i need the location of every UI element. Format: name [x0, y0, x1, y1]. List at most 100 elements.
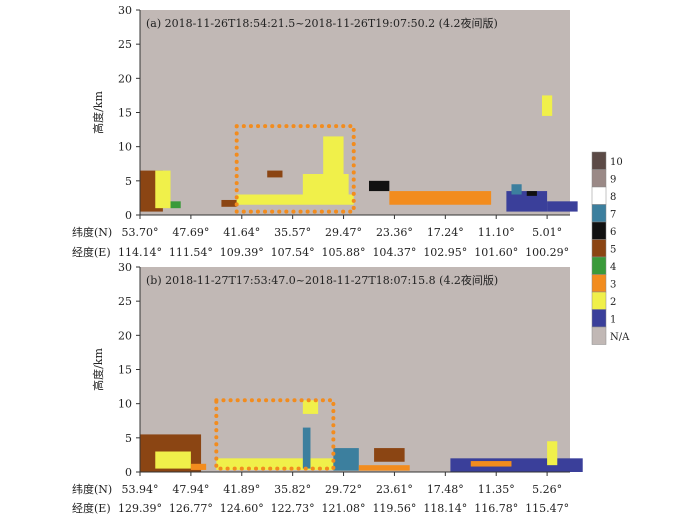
- colorbar-swatch-7: [591, 204, 607, 223]
- colorbar-legend: 10 9 8 7 6 5 4 3 2 1 N/A: [591, 151, 630, 345]
- longitude-tick-label: 104.37°: [372, 246, 416, 259]
- data-region-class-2: [236, 194, 354, 205]
- data-region-class-6: [368, 180, 390, 192]
- data-region-class-2: [323, 136, 344, 174]
- data-region-class-3: [190, 463, 207, 470]
- latitude-tick-label: 41.64°: [223, 226, 260, 239]
- y-tick-label: 0: [125, 209, 132, 222]
- latitude-tick-label: 29.72°: [325, 483, 362, 496]
- data-region-class-2: [547, 441, 558, 466]
- data-region-class-1: [506, 191, 548, 212]
- longitude-tick-label: 124.60°: [220, 502, 264, 515]
- data-region-class-3: [358, 465, 410, 471]
- y-tick-label: 0: [125, 466, 132, 479]
- latitude-tick-label: 11.35°: [478, 483, 515, 496]
- longitude-tick-label: 107.54°: [271, 246, 315, 259]
- longitude-tick-label: 114.14°: [118, 246, 162, 259]
- latitude-axis-label: 纬度(N): [72, 225, 112, 239]
- y-axis-label: 高度/km: [91, 348, 105, 391]
- longitude-tick-label: 116.78°: [474, 502, 518, 515]
- longitude-tick-label: 119.56°: [372, 502, 416, 515]
- data-region-class-2: [155, 451, 191, 469]
- colorbar-label: 9: [610, 174, 616, 185]
- colorbar-swatch-1: [591, 309, 607, 328]
- chart-title: (b) 2018-11-27T17:53:47.0~2018-11-27T18:…: [146, 273, 498, 287]
- data-region-class-4: [170, 201, 181, 209]
- y-tick-label: 10: [118, 398, 132, 411]
- latitude-tick-label: 35.57°: [274, 226, 311, 239]
- chart-title: (a) 2018-11-26T18:54:21.5~2018-11-26T19:…: [146, 16, 498, 30]
- data-region-class-7: [333, 448, 359, 471]
- colorbar-label: 3: [610, 279, 616, 290]
- colorbar-label: N/A: [610, 332, 630, 343]
- latitude-tick-label: 47.94°: [172, 483, 209, 496]
- colorbar-swatch-10: [591, 151, 607, 170]
- latitude-tick-label: 17.24°: [427, 226, 464, 239]
- longitude-tick-label: 121.08°: [322, 502, 366, 515]
- colorbar-label: 5: [610, 244, 616, 255]
- longitude-tick-label: 102.95°: [423, 246, 467, 259]
- panel-a: 0 5 10 15 20 25 30 高度/km (a) 2018-11-26T18:54:21…: [72, 4, 578, 259]
- latitude-tick-label: 53.94°: [122, 483, 159, 496]
- plot-area: [140, 267, 570, 472]
- y-tick-label: 5: [125, 432, 132, 445]
- longitude-axis-label: 经度(E): [72, 245, 111, 259]
- colorbar-label: 4: [610, 262, 616, 273]
- colorbar-label: 2: [610, 297, 616, 308]
- latitude-tick-label: 5.01°: [532, 226, 562, 239]
- latitude-axis-label: 纬度(N): [72, 482, 112, 496]
- longitude-tick-label: 129.39°: [118, 502, 162, 515]
- data-region-class-7: [511, 184, 522, 195]
- data-region-class-3: [470, 461, 512, 467]
- plot-area: [140, 10, 570, 215]
- longitude-tick-label: 111.54°: [169, 246, 213, 259]
- data-region-class-7: [302, 427, 311, 469]
- colorbar-swatch-5: [591, 239, 607, 258]
- colorbar-swatch-N/A: [591, 326, 607, 345]
- y-tick-label: 30: [118, 4, 132, 17]
- latitude-tick-label: 41.89°: [223, 483, 260, 496]
- longitude-tick-label: 109.39°: [220, 246, 264, 259]
- highlight-box: [234, 124, 356, 214]
- colorbar-label: 10: [610, 157, 623, 168]
- longitude-tick-label: 126.77°: [169, 502, 213, 515]
- data-region-class-2: [302, 400, 319, 414]
- y-tick-label: 20: [118, 72, 132, 85]
- latitude-tick-label: 5.26°: [532, 483, 562, 496]
- y-tick-label: 5: [125, 175, 132, 188]
- colorbar-label: 7: [610, 209, 616, 220]
- colorbar-swatch-8: [591, 186, 607, 205]
- latitude-tick-label: 29.47°: [325, 226, 362, 239]
- y-tick-label: 30: [118, 261, 132, 274]
- longitude-tick-label: 118.14°: [423, 502, 467, 515]
- y-tick-label: 25: [118, 295, 132, 308]
- data-region-class-2: [542, 95, 553, 116]
- data-region-class-5: [267, 170, 283, 178]
- colorbar-swatch-4: [591, 256, 607, 275]
- colorbar-label: 8: [610, 192, 616, 203]
- data-region-class-6: [526, 191, 537, 196]
- latitude-tick-label: 35.82°: [274, 483, 311, 496]
- y-axis-label: 高度/km: [91, 91, 105, 134]
- colorbar-label: 6: [610, 227, 616, 238]
- latitude-tick-label: 47.69°: [172, 226, 209, 239]
- colorbar-swatch-6: [591, 221, 607, 240]
- y-tick-label: 15: [118, 107, 132, 120]
- colorbar-swatch-9: [591, 169, 607, 188]
- colorbar-swatch-3: [591, 274, 607, 293]
- data-region-class-1: [450, 458, 583, 472]
- data-region-class-5: [221, 199, 237, 207]
- y-tick-label: 10: [118, 141, 132, 154]
- data-region-class-3: [389, 191, 492, 205]
- y-tick-label: 25: [118, 38, 132, 51]
- longitude-axis-label: 经度(E): [72, 501, 111, 515]
- longitude-tick-label: 101.60°: [474, 246, 518, 259]
- data-region-class-2: [155, 170, 171, 209]
- data-region-class-5: [374, 448, 405, 462]
- colorbar-label: 1: [610, 314, 616, 325]
- longitude-tick-label: 115.47°: [525, 502, 569, 515]
- colorbar-swatch-2: [591, 291, 607, 310]
- panel-b: 0 5 10 15 20 25 30 高度/km (b) 2018-11-27T17:53:47…: [72, 261, 583, 515]
- latitude-tick-label: 53.70°: [122, 226, 159, 239]
